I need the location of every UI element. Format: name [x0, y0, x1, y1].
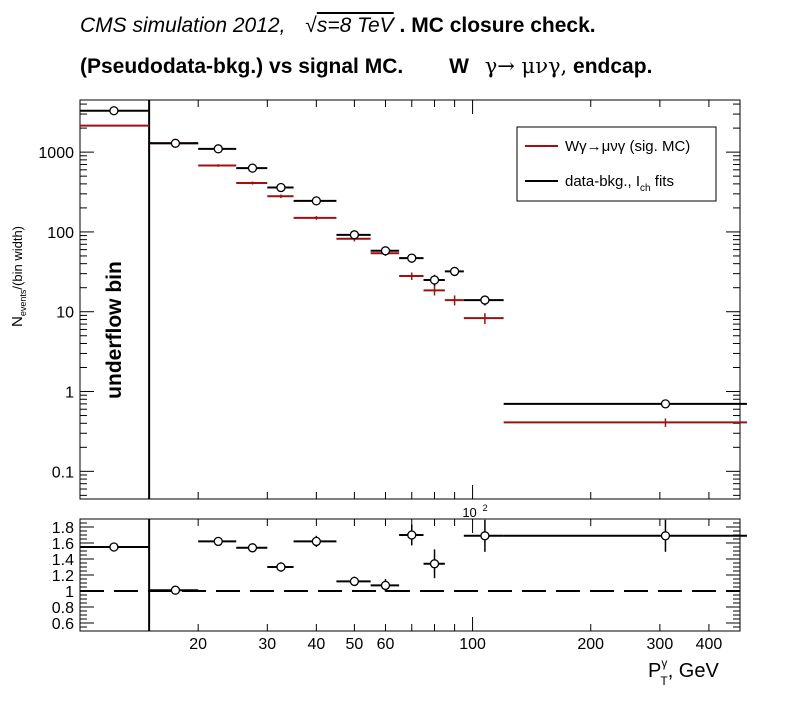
- data_bkg-marker: [276, 182, 286, 193]
- y-axis-label: Nevents/(bin width): [9, 226, 28, 327]
- ratio-marker: [213, 536, 223, 547]
- ratio-marker: [429, 559, 440, 569]
- x-tick-label: 20: [189, 636, 207, 653]
- legend-data-label: data-bkg., Ich fits: [565, 173, 674, 194]
- title-energy: s=8 TeV: [316, 14, 394, 37]
- title-sqrt-symbol: √: [305, 14, 317, 37]
- ratio-y-tick-label: 1.4: [52, 552, 74, 569]
- y-tick-label: 100: [47, 225, 74, 242]
- legend-data-label-main: data-bkg., I: [565, 173, 640, 190]
- y-axis-label-rest: /(bin width): [10, 226, 25, 290]
- ratio-y-tick-label: 1.6: [52, 536, 74, 553]
- ratio-panel: 0.60.811.21.41.61.8 20 30 40 50 60 100 200 300 40…: [52, 518, 747, 688]
- y-tick-label: 10: [56, 305, 74, 322]
- x-tick-label: 50: [345, 636, 363, 653]
- legend-data-label-sub: ch: [640, 183, 651, 194]
- y-tick-label: 1000: [38, 145, 74, 162]
- ratio-y-tick-label: 0.6: [52, 616, 74, 633]
- chart-title-line2: (Pseudodata-bkg.) vs signal MC. W γ→ μνγ…: [80, 54, 652, 79]
- x-tick-label: 200: [577, 636, 604, 653]
- x-axis-label-sup: γ: [661, 656, 667, 670]
- x-axis-label-sub: T: [660, 674, 668, 688]
- ratio-marker: [311, 536, 321, 547]
- data_bkg-marker: [407, 253, 417, 263]
- ratio-marker: [660, 531, 671, 541]
- ratio-y-tick-label: 1: [65, 584, 74, 601]
- ratio-marker: [109, 542, 119, 552]
- title-w-symbol: W: [449, 55, 469, 78]
- data_bkg-marker: [311, 196, 321, 206]
- x-axis-label-rest: , GeV: [668, 660, 720, 682]
- ratio-y-tick-label: 1.8: [52, 520, 74, 537]
- title-closure-check: . MC closure check.: [399, 14, 596, 37]
- data_bkg-marker: [380, 246, 391, 256]
- main-panel: 0.1 1 10 100 1000 10 2 Nevents/(bin width) under…: [9, 99, 747, 520]
- data_bkg-marker: [247, 163, 258, 173]
- legend-signal-label: Wγ→μνγ (sig. MC): [565, 138, 690, 155]
- ratio-marker: [276, 562, 286, 572]
- chart-title-line1: CMS simulation 2012, √s=8 TeV . MC closu…: [80, 14, 596, 38]
- ratio-marker: [170, 585, 181, 595]
- main-plot-frame: [79, 99, 741, 500]
- y-tick-label: 0.1: [52, 464, 74, 481]
- x-tick-label: 400: [696, 636, 723, 653]
- x-exponent-base: 10: [462, 505, 476, 520]
- data_bkg-marker: [480, 295, 490, 305]
- underflow-label: underflow bin: [103, 261, 126, 399]
- title-region: endcap.: [573, 55, 653, 78]
- data_bkg-marker: [429, 275, 440, 285]
- data_bkg-marker: [213, 144, 223, 154]
- data_bkg-marker: [349, 230, 360, 240]
- x-tick-label: 40: [307, 636, 325, 653]
- ratio-y-tick-label: 0.8: [52, 600, 74, 617]
- y-axis-label-main: N: [9, 316, 26, 327]
- y-tick-label: 1: [65, 385, 74, 402]
- ratio-marker: [407, 530, 417, 540]
- x-axis-label-main: P: [648, 660, 661, 682]
- legend-box: [516, 126, 717, 202]
- x-tick-label: 300: [647, 636, 674, 653]
- x-axis-label: Pγ T, GeV: [648, 656, 719, 688]
- y-axis-label-sub: events: [18, 289, 28, 316]
- ratio-marker: [480, 531, 490, 541]
- data_bkg-marker: [660, 399, 671, 409]
- data_bkg-marker: [449, 266, 460, 277]
- data_bkg-marker: [170, 138, 181, 148]
- title-decay: γ→ μνγ,: [484, 54, 568, 78]
- title-comparison: (Pseudodata-bkg.) vs signal MC.: [80, 55, 404, 78]
- legend-data-label-rest: fits: [651, 173, 674, 190]
- title-experiment: CMS simulation 2012,: [80, 14, 286, 37]
- x-tick-label: 30: [258, 636, 276, 653]
- ratio-marker: [349, 576, 360, 587]
- data_bkg-marker: [109, 106, 119, 116]
- legend: Wγ→μνγ (sig. MC) data-bkg., Ich fits: [516, 126, 717, 202]
- x-tick-label: 60: [377, 636, 395, 653]
- ratio-marker: [247, 543, 258, 553]
- x-exponent-power: 2: [483, 503, 488, 513]
- ratio-y-tick-label: 1.2: [52, 568, 74, 585]
- x-tick-label: 100: [459, 636, 486, 653]
- ratio-marker: [380, 580, 391, 591]
